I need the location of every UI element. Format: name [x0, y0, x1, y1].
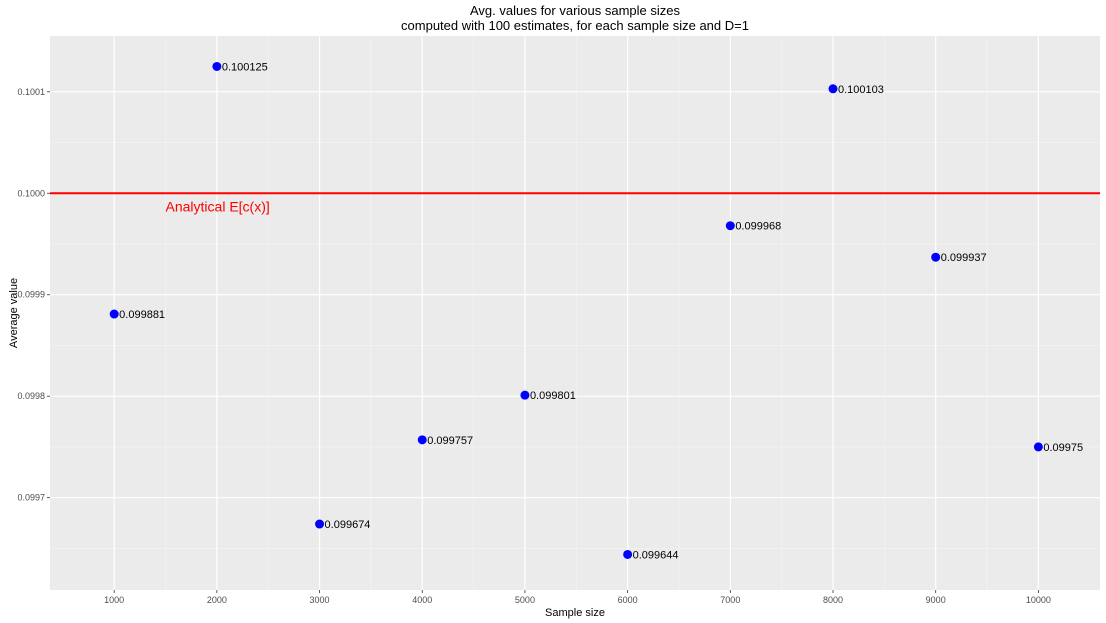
x-tick-label: 5000: [515, 595, 535, 605]
data-point: [520, 390, 530, 400]
plot-panel: [50, 36, 1100, 590]
x-axis-title: Sample size: [545, 607, 605, 619]
x-tick-label: 3000: [310, 595, 330, 605]
data-point: [212, 61, 222, 71]
data-point: [1033, 442, 1043, 452]
data-point: [623, 549, 633, 559]
chart-subtitle: computed with 100 estimates, for each sa…: [401, 18, 749, 33]
reference-line-label: Analytical E[c(x)]: [166, 198, 270, 214]
data-label: 0.099757: [427, 435, 473, 447]
data-label: 0.099968: [735, 221, 781, 233]
data-label: 0.09975: [1043, 442, 1083, 454]
x-tick-label: 1000: [104, 595, 124, 605]
x-tick-label: 2000: [207, 595, 227, 605]
y-tick-label: 0.0998: [17, 391, 45, 401]
y-tick-label: 0.0999: [17, 290, 45, 300]
data-points: [109, 61, 1043, 559]
data-labels: 0.099881 0.100125 0.099674 0.099757 0.099801…: [119, 61, 1083, 561]
data-label: 0.099881: [119, 309, 165, 321]
x-tick-label: 7000: [720, 595, 740, 605]
x-tick-label: 4000: [412, 595, 432, 605]
data-point: [315, 519, 325, 529]
x-axis-ticks: 1000 2000 3000 4000 5000 6000 7000 8000 9000 1000…: [104, 590, 1051, 605]
y-tick-label: 0.1001: [17, 87, 45, 97]
data-point: [109, 309, 119, 319]
x-tick-label: 8000: [823, 595, 843, 605]
y-axis-title: Average value: [8, 278, 20, 348]
chart-title: Avg. values for various sample sizes: [469, 3, 681, 18]
y-tick-label: 0.1000: [17, 188, 45, 198]
x-tick-label: 9000: [926, 595, 946, 605]
data-label: 0.099937: [941, 252, 987, 264]
data-point: [828, 84, 838, 94]
data-point: [417, 435, 427, 445]
data-label: 0.099801: [530, 390, 576, 402]
data-label: 0.100125: [222, 61, 268, 73]
data-point: [725, 221, 735, 231]
x-tick-label: 6000: [618, 595, 638, 605]
x-tick-label: 10000: [1026, 595, 1051, 605]
y-axis-ticks: 0.0997 0.0998 0.0999 0.1000 0.1001: [17, 87, 50, 503]
data-label: 0.100103: [838, 84, 884, 96]
data-point: [931, 252, 941, 262]
y-tick-label: 0.0997: [17, 493, 45, 503]
data-label: 0.099644: [633, 549, 679, 561]
data-label: 0.099674: [325, 519, 371, 531]
chart-title-block: Avg. values for various sample sizes com…: [50, 3, 1100, 33]
